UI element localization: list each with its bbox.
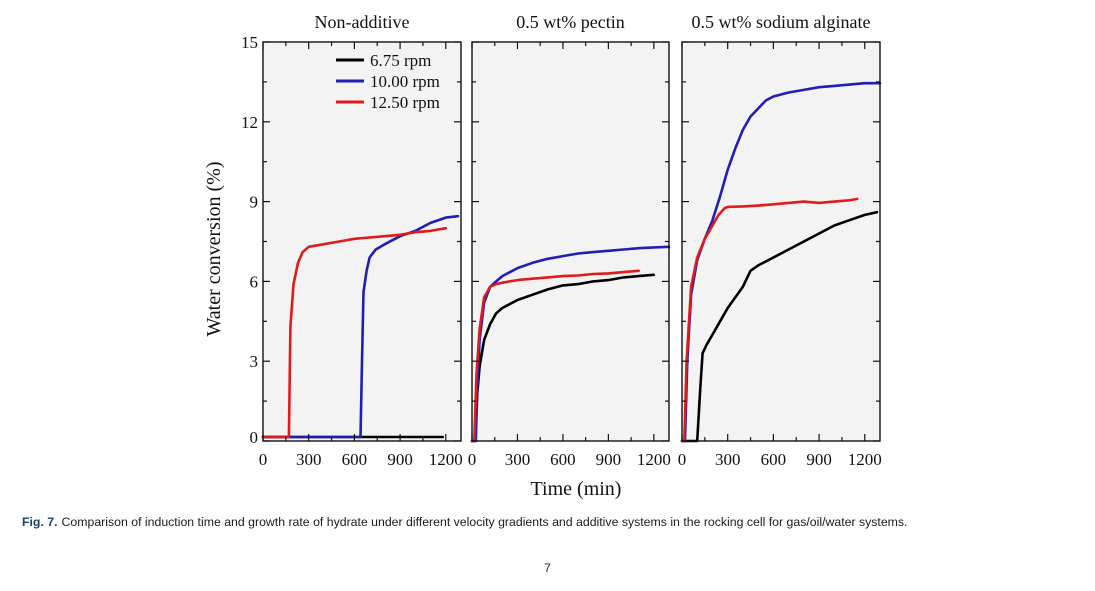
x-axis-label: Time (min) bbox=[531, 478, 622, 500]
y-tick-label: 12 bbox=[241, 113, 258, 132]
figure-caption: Fig. 7. Comparison of induction time and … bbox=[22, 515, 1082, 529]
page-number: 7 bbox=[544, 561, 551, 575]
series-line-6-75-rpm bbox=[680, 210, 879, 443]
x-tick-label: 600 bbox=[761, 450, 787, 469]
x-tick-label: 900 bbox=[806, 450, 832, 469]
x-tick-label: 1200 bbox=[848, 450, 882, 469]
x-tick-label: 0 bbox=[468, 450, 477, 469]
x-tick-label: 600 bbox=[550, 450, 576, 469]
legend-label: 12.50 rpm bbox=[370, 93, 440, 112]
legend: 6.75 rpm 10.00 rpm 12.50 rpm bbox=[336, 51, 440, 112]
plot-area bbox=[472, 42, 669, 441]
x-tick-label: 600 bbox=[342, 450, 368, 469]
caption-text: Comparison of induction time and growth … bbox=[61, 515, 908, 529]
series-line-12-50-rpm bbox=[680, 197, 859, 443]
panel-3: 0 300 600 900 1200 0.5 wt% sodium alginate bbox=[678, 12, 882, 469]
x-tick-label: 0 bbox=[678, 450, 687, 469]
series-line-12-50-rpm bbox=[470, 269, 640, 443]
plot-area bbox=[682, 42, 880, 441]
panel-2: 0 300 600 900 1200 0.5 wt% pectin bbox=[468, 12, 671, 469]
x-tick-label: 1200 bbox=[637, 450, 671, 469]
series-line-12-50-rpm bbox=[261, 226, 448, 439]
y-tick-label: 6 bbox=[250, 272, 259, 291]
legend-label: 6.75 rpm bbox=[370, 51, 431, 70]
x-tick-label: 900 bbox=[596, 450, 622, 469]
y-tick-label: 15 bbox=[241, 33, 258, 52]
x-tick-label: 300 bbox=[715, 450, 741, 469]
series-line-10-00-rpm bbox=[261, 214, 460, 439]
x-tick-label: 1200 bbox=[429, 450, 463, 469]
panel-title: Non-additive bbox=[315, 12, 410, 32]
legend-label: 10.00 rpm bbox=[370, 72, 440, 91]
x-tick-label: 300 bbox=[505, 450, 531, 469]
panel-title: 0.5 wt% sodium alginate bbox=[692, 12, 871, 32]
y-axis-label: Water conversion (%) bbox=[203, 162, 225, 337]
x-tick-label: 300 bbox=[296, 450, 322, 469]
y-tick-label: 9 bbox=[250, 193, 259, 212]
y-tick-label: 0 bbox=[250, 428, 259, 447]
x-tick-label: 0 bbox=[259, 450, 268, 469]
panel-1: 0 300 600 900 1200 Non-additive bbox=[259, 12, 463, 469]
figure-chart: Water conversion (%) Time (min) 0 300 600 9… bbox=[203, 12, 882, 500]
panel-title: 0.5 wt% pectin bbox=[516, 12, 624, 32]
x-tick-label: 900 bbox=[387, 450, 413, 469]
caption-label: Fig. 7. bbox=[22, 515, 58, 529]
y-tick-label: 3 bbox=[250, 352, 259, 371]
